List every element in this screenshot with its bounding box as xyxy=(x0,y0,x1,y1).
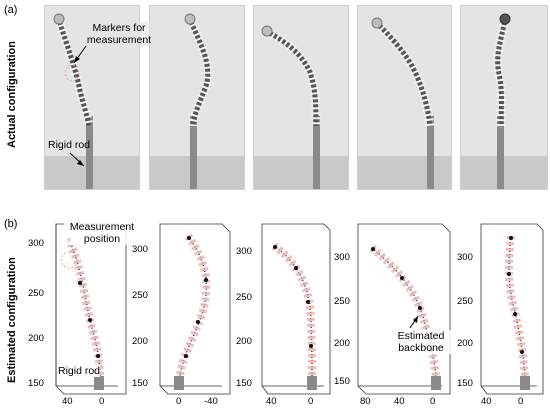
panel-label-a: (a) xyxy=(4,4,18,16)
ytick-4-2: 200 xyxy=(334,338,350,349)
xtick-3-1: 0 xyxy=(308,396,314,407)
ytick-3-3: 150 xyxy=(236,378,252,389)
ytick-4-1: 250 xyxy=(334,296,350,307)
xtick-4-1: 40 xyxy=(394,396,405,407)
ytick-2-3: 150 xyxy=(132,378,148,389)
ytick-1-2: 200 xyxy=(28,333,44,344)
xtick-5-1: 0 xyxy=(518,396,524,407)
row-title-actual: Actual configuration xyxy=(6,41,18,148)
photo-actual-4 xyxy=(357,5,452,190)
robot-illustration-5 xyxy=(461,6,547,189)
plot-estimated-4: 300 250 200 150 80 40 0 xyxy=(334,218,452,408)
ytick-3-2: 200 xyxy=(236,336,252,347)
ytick-1-0: 300 xyxy=(28,238,44,249)
annotation-measurement-line1: Measurement xyxy=(69,221,135,233)
annotation-markers: Markers for measurement xyxy=(82,22,156,46)
photo-actual-3 xyxy=(253,5,349,190)
ytick-2-1: 250 xyxy=(132,290,148,301)
ytick-3-0: 300 xyxy=(236,246,252,257)
ytick-4-3: 150 xyxy=(334,376,350,387)
xtick-5-0: 40 xyxy=(481,396,492,407)
plot-estimated-3: 300 250 200 150 40 0 xyxy=(234,218,332,408)
ytick-1-3: 150 xyxy=(28,378,44,389)
ytick-5-2: 200 xyxy=(457,338,473,349)
xtick-4-2: 0 xyxy=(430,396,436,407)
xtick-2-0: 0 xyxy=(176,396,182,407)
annotation-estimated-line2: backbone xyxy=(398,342,444,354)
annotation-measurement-position: Measurement position xyxy=(64,221,140,245)
annotation-rigid-rod-b: Rigid rod xyxy=(58,365,101,377)
photo-actual-2 xyxy=(149,5,245,190)
plot-estimated-5: 300 250 200 150 40 0 xyxy=(455,218,547,408)
plot-5-graphics xyxy=(480,223,544,395)
ytick-5-3: 150 xyxy=(457,378,473,389)
ytick-3-1: 250 xyxy=(236,292,252,303)
plot-4-graphics xyxy=(357,223,451,395)
robot-illustration-4 xyxy=(358,6,451,189)
plot-2-graphics xyxy=(159,223,231,395)
plot-estimated-2: 300 250 200 150 0 -40 xyxy=(130,218,232,408)
plot-3-graphics xyxy=(261,223,331,395)
ytick-2-2: 200 xyxy=(132,336,148,347)
annotation-markers-line1: Markers for xyxy=(92,22,146,34)
ytick-2-0: 300 xyxy=(132,244,148,255)
plot-estimated-1: 300 250 200 150 40 0 xyxy=(28,218,128,408)
robot-illustration-2 xyxy=(150,6,244,189)
annotation-estimated-line1: Estimated xyxy=(397,330,445,342)
annotation-measurement-line2: position xyxy=(83,233,121,245)
photo-actual-5 xyxy=(460,5,548,190)
panel-label-b: (b) xyxy=(4,218,18,230)
annotation-estimated-backbone: Estimated backbone xyxy=(388,330,454,354)
ytick-1-1: 250 xyxy=(28,288,44,299)
robot-illustration-3 xyxy=(254,6,348,189)
ytick-5-1: 250 xyxy=(457,296,473,307)
xtick-4-0: 80 xyxy=(360,396,371,407)
xtick-1-1: 0 xyxy=(99,396,105,407)
ytick-5-0: 300 xyxy=(457,252,473,263)
xtick-1-0: 40 xyxy=(62,396,73,407)
xtick-3-0: 40 xyxy=(266,396,277,407)
annotation-markers-line2: measurement xyxy=(86,34,152,46)
annotation-rigid-rod-a: Rigid rod xyxy=(48,139,91,151)
row-title-estimated: Estimated configuration xyxy=(6,257,18,383)
xtick-2-1: -40 xyxy=(204,396,218,407)
ytick-4-0: 300 xyxy=(334,252,350,263)
